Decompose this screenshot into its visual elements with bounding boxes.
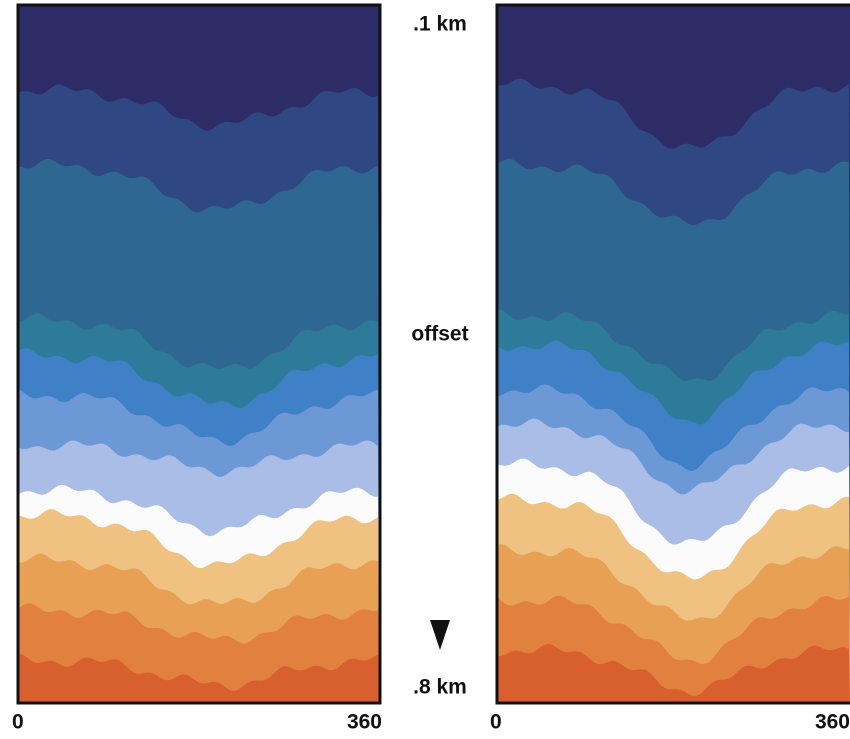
- right-panel: [497, 5, 850, 703]
- depth-top-label: .1 km: [413, 13, 467, 36]
- left-panel: [18, 5, 380, 703]
- x-end-label: 360: [815, 711, 850, 734]
- x-start-label: 0: [490, 711, 502, 734]
- down-arrow: [430, 620, 450, 650]
- band: [497, 643, 850, 703]
- left-panel-border: [16, 3, 382, 705]
- right-panel-border: [495, 3, 850, 705]
- x-end-label: 360: [347, 711, 382, 734]
- offset-label: offset: [411, 323, 468, 346]
- depth-bottom-label: .8 km: [413, 676, 467, 699]
- band: [18, 653, 380, 703]
- x-start-label: 0: [12, 711, 24, 734]
